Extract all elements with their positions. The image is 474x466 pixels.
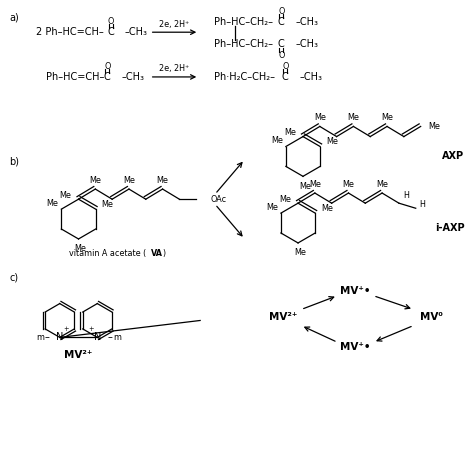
Text: O: O (282, 62, 288, 70)
Text: Me: Me (279, 195, 291, 204)
Text: m: m (113, 333, 121, 342)
Text: –CH₃: –CH₃ (299, 72, 322, 82)
Text: Ph–HC=CH–: Ph–HC=CH– (46, 72, 104, 82)
Text: Ph·H₂C–CH₂–: Ph·H₂C–CH₂– (214, 72, 275, 82)
Text: Me: Me (381, 113, 393, 122)
Text: Me: Me (314, 113, 326, 122)
Text: i-AXP: i-AXP (436, 223, 465, 233)
Text: Me: Me (294, 248, 306, 257)
Text: OAc: OAc (210, 195, 226, 204)
Text: O: O (278, 7, 284, 16)
Text: MV⁺•: MV⁺• (340, 343, 371, 352)
Text: C: C (104, 72, 110, 82)
Text: b): b) (9, 157, 19, 166)
Text: Me: Me (326, 137, 338, 146)
Text: N: N (56, 332, 64, 343)
Text: O: O (104, 62, 110, 70)
Text: H: H (403, 191, 409, 200)
Text: Ph–HC–CH₂–: Ph–HC–CH₂– (214, 39, 273, 49)
Text: m: m (36, 333, 44, 342)
Text: AXP: AXP (442, 151, 465, 161)
Text: Ph–HC–CH₂–: Ph–HC–CH₂– (214, 17, 273, 27)
Text: 2e, 2H⁺: 2e, 2H⁺ (159, 20, 190, 29)
Text: Me: Me (101, 199, 113, 209)
Text: Me: Me (271, 136, 283, 145)
Text: 2 Ph–HC=CH–: 2 Ph–HC=CH– (36, 27, 104, 37)
Text: Me: Me (284, 128, 296, 137)
Text: Me: Me (74, 244, 86, 254)
Text: MV⁰: MV⁰ (420, 313, 443, 322)
Text: Me: Me (46, 199, 58, 208)
Text: Me: Me (343, 179, 355, 189)
Text: O: O (108, 17, 114, 26)
Text: MV⁺•: MV⁺• (340, 286, 371, 295)
Text: Me: Me (309, 179, 321, 189)
Text: Me: Me (299, 182, 311, 191)
Text: –CH₃: –CH₃ (295, 39, 318, 49)
Text: 2e, 2H⁺: 2e, 2H⁺ (159, 64, 190, 74)
Text: C: C (108, 27, 115, 37)
Text: C: C (278, 17, 284, 27)
Text: Me: Me (321, 204, 333, 212)
Text: C: C (282, 72, 289, 82)
Text: MV²⁺: MV²⁺ (269, 313, 297, 322)
Text: a): a) (9, 12, 19, 22)
Text: –: – (45, 332, 50, 343)
Text: H: H (419, 200, 426, 209)
Text: +: + (89, 326, 94, 332)
Text: +: + (63, 326, 68, 332)
Text: vitamin A acetate (: vitamin A acetate ( (69, 249, 146, 258)
Text: Me: Me (376, 179, 388, 189)
Text: –CH₃: –CH₃ (121, 72, 144, 82)
Text: c): c) (9, 273, 18, 283)
Text: –CH₃: –CH₃ (295, 17, 318, 27)
Text: Me: Me (428, 122, 440, 131)
Text: Me: Me (156, 176, 169, 185)
Text: N: N (94, 332, 101, 343)
Text: Me: Me (347, 113, 359, 122)
Text: ): ) (163, 249, 166, 258)
Text: C: C (278, 39, 284, 49)
Text: MV²⁺: MV²⁺ (64, 350, 93, 360)
Text: O: O (278, 51, 284, 60)
Text: Me: Me (90, 176, 101, 185)
Text: Me: Me (123, 176, 135, 185)
Text: –: – (107, 332, 112, 343)
Text: VA: VA (151, 249, 163, 258)
Text: –CH₃: –CH₃ (125, 27, 148, 37)
Text: Me: Me (59, 191, 71, 200)
Text: Me: Me (266, 203, 278, 212)
